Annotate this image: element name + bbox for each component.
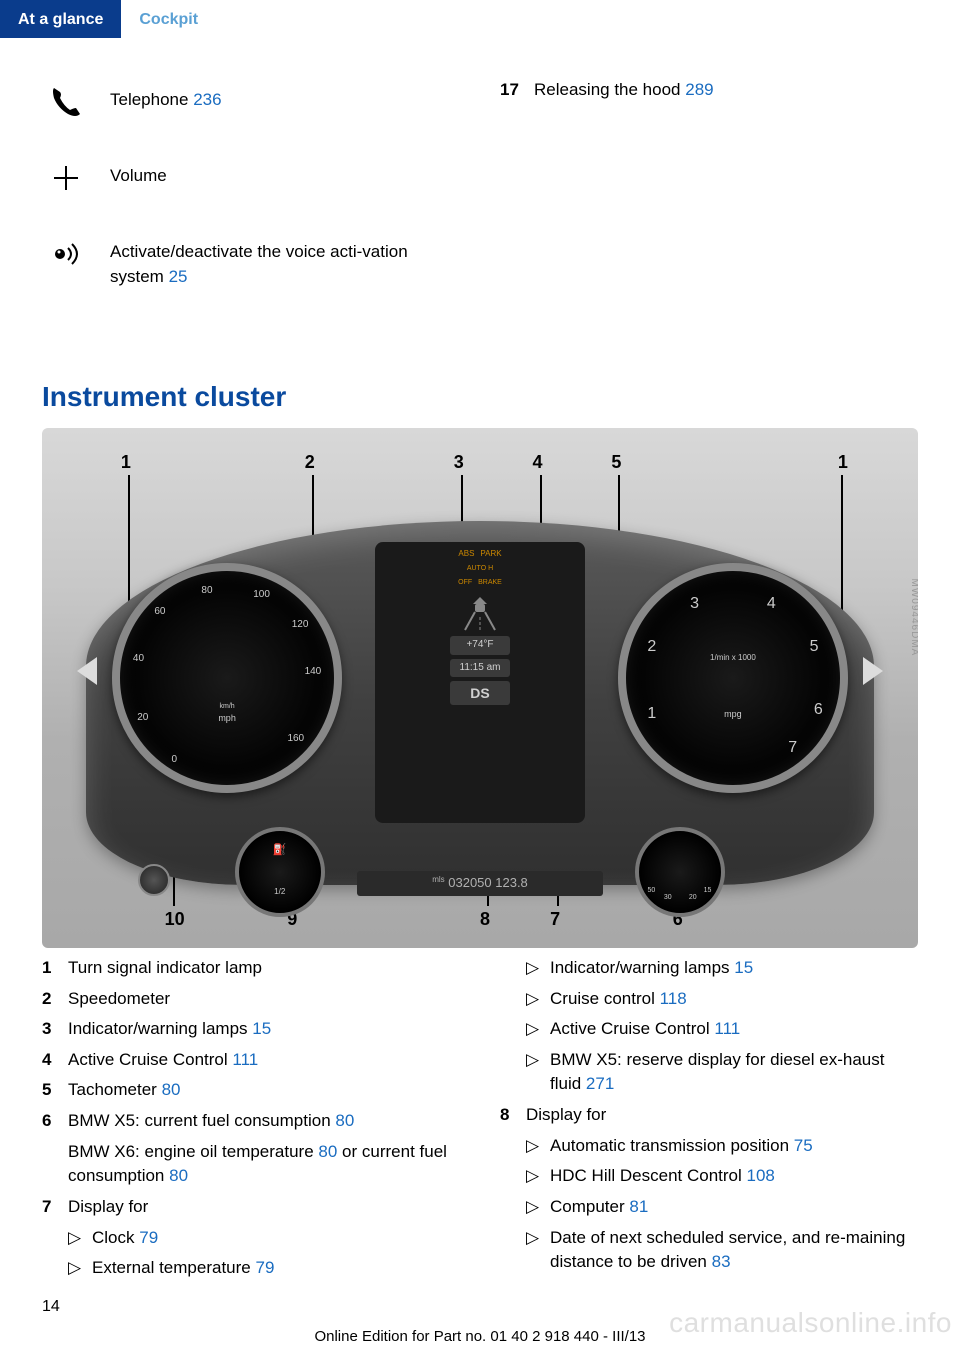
legend-item-8: 8 Display for <box>500 1103 918 1128</box>
top-left-column: Telephone 236 Volume <box>42 78 460 317</box>
legend-item-3: 3 Indicator/warning lamps 15 <box>42 1017 460 1042</box>
fuel-icon: ⛽ <box>239 843 321 859</box>
voice-text: Activate/deactivate the voice acti‐vatio… <box>110 230 460 289</box>
right-entry-17: 17 Releasing the hood 289 <box>500 78 918 103</box>
tacho-mpg: mpg <box>626 708 840 721</box>
legend-item-5: 5 Tachometer 80 <box>42 1078 460 1103</box>
reset-knob <box>138 864 170 896</box>
triangle-marker-icon: ▷ <box>68 1226 82 1251</box>
diagram-label-10: 10 <box>165 906 185 932</box>
diagram-label-1a: 1 <box>121 449 131 475</box>
volume-label: Volume <box>110 166 167 185</box>
content-area: Telephone 236 Volume <box>0 38 960 1287</box>
sub-service: ▷ Date of next scheduled service, and re… <box>526 1226 918 1275</box>
sub-computer: ▷ Computer 81 <box>526 1195 918 1220</box>
legend-item-6-cont: BMW X6: engine oil temperature 80 or cur… <box>68 1140 460 1189</box>
mpg-gauge: 50 30 20 15 <box>635 827 725 917</box>
diagram-label-8: 8 <box>480 906 490 932</box>
icon-row-voice: Activate/deactivate the voice acti‐vatio… <box>42 230 460 289</box>
voice-icon <box>42 230 90 278</box>
temp-display: +74°F <box>450 636 510 655</box>
header-bar: At a glance Cockpit <box>0 0 960 38</box>
diagram-label-4: 4 <box>533 449 543 475</box>
sub-hdc: ▷ HDC Hill Descent Control 108 <box>526 1164 918 1189</box>
indicator-row-2: AUTO H <box>467 564 493 574</box>
time-display: 11:15 am <box>450 659 510 678</box>
legend-item-4: 4 Active Cruise Control 111 <box>42 1048 460 1073</box>
legend-item-1: 1 Turn signal indicator lamp <box>42 956 460 981</box>
icon-row-telephone: Telephone 236 <box>42 78 460 126</box>
triangle-marker-icon: ▷ <box>526 1048 540 1097</box>
center-info-panel: ABS PARK AUTO H OFF BRAKE +74°F 11:15 am… <box>375 542 585 823</box>
tacho-unit: 1/min x 1000 <box>626 652 840 664</box>
triangle-marker-icon: ▷ <box>526 1134 540 1159</box>
hood-label: Releasing the hood <box>534 80 681 99</box>
sub-active-cruise: ▷ Active Cruise Control 111 <box>526 1017 918 1042</box>
top-right-column: 17 Releasing the hood 289 <box>500 78 918 317</box>
sub-diesel: ▷ BMW X5: reserve display for diesel ex‐… <box>526 1048 918 1097</box>
watermark: carmanualsonline.info <box>669 1303 952 1344</box>
diagram-label-5: 5 <box>611 449 621 475</box>
legend-item-6: 6 BMW X5: current fuel consumption 80 <box>42 1109 460 1134</box>
entry-num-17: 17 <box>500 78 524 103</box>
telephone-label: Telephone <box>110 90 188 109</box>
fuel-gauge: ⛽ 1/2 <box>235 827 325 917</box>
triangle-marker-icon: ▷ <box>68 1256 82 1281</box>
sub-temp: ▷ External temperature 79 <box>68 1256 460 1281</box>
indicator-row-3: OFF BRAKE <box>458 578 502 588</box>
triangle-marker-icon: ▷ <box>526 1195 540 1220</box>
odometer-display: mls 032050 123.8 <box>357 871 602 896</box>
page-number: 14 <box>42 1295 60 1318</box>
sub-clock: ▷ Clock 79 <box>68 1226 460 1251</box>
gear-display: DS <box>450 681 510 705</box>
turn-signal-left-icon <box>77 657 97 685</box>
hood-ref[interactable]: 289 <box>685 80 713 99</box>
legend-item-2: 2 Speedometer <box>42 987 460 1012</box>
diagram-label-3: 3 <box>454 449 464 475</box>
header-section: Cockpit <box>121 0 216 38</box>
triangle-marker-icon: ▷ <box>526 1017 540 1042</box>
plus-icon <box>42 154 90 202</box>
legend-area: 1 Turn signal indicator lamp 2 Speedomet… <box>42 956 918 1287</box>
triangle-marker-icon: ▷ <box>526 1226 540 1275</box>
triangle-marker-icon: ▷ <box>526 987 540 1012</box>
lane-assist-icon <box>455 592 505 632</box>
icon-row-volume: Volume <box>42 154 460 202</box>
sub-cruise: ▷ Cruise control 118 <box>526 987 918 1012</box>
turn-signal-right-icon <box>863 657 883 685</box>
indicator-row-1: ABS PARK <box>458 548 501 560</box>
diagram-ref-code: MW09446DMA <box>907 578 918 656</box>
legend-left-column: 1 Turn signal indicator lamp 2 Speedomet… <box>42 956 460 1287</box>
entry-text-17: Releasing the hood 289 <box>534 78 714 103</box>
instrument-cluster-diagram: 1 2 3 4 5 1 10 9 8 7 6 <box>42 428 918 948</box>
tachometer-gauge: 1 2 3 4 5 6 7 1/min x 1000 mpg <box>618 563 848 793</box>
sub-indicator-lamps: ▷ Indicator/warning lamps 15 <box>526 956 918 981</box>
voice-ref[interactable]: 25 <box>169 267 188 286</box>
voice-label: Activate/deactivate the voice acti‐vatio… <box>110 242 408 286</box>
phone-icon <box>42 78 90 126</box>
top-columns: Telephone 236 Volume <box>42 78 918 317</box>
speedo-unit: km/h mph <box>120 699 334 725</box>
legend-item-7: 7 Display for <box>42 1195 460 1220</box>
section-heading: Instrument cluster <box>42 377 918 418</box>
legend-right-column: ▷ Indicator/warning lamps 15 ▷ Cruise co… <box>500 956 918 1287</box>
telephone-text: Telephone 236 <box>110 78 222 113</box>
triangle-marker-icon: ▷ <box>526 1164 540 1189</box>
triangle-marker-icon: ▷ <box>526 956 540 981</box>
sub-transmission: ▷ Automatic transmission position 75 <box>526 1134 918 1159</box>
diagram-label-1b: 1 <box>838 449 848 475</box>
volume-text: Volume <box>110 154 167 189</box>
diagram-label-7: 7 <box>550 906 560 932</box>
diagram-label-2: 2 <box>305 449 315 475</box>
header-tab: At a glance <box>0 0 121 38</box>
speedometer-gauge: 0 20 40 60 80 100 120 140 160 km/h mph <box>112 563 342 793</box>
telephone-ref[interactable]: 236 <box>193 90 221 109</box>
